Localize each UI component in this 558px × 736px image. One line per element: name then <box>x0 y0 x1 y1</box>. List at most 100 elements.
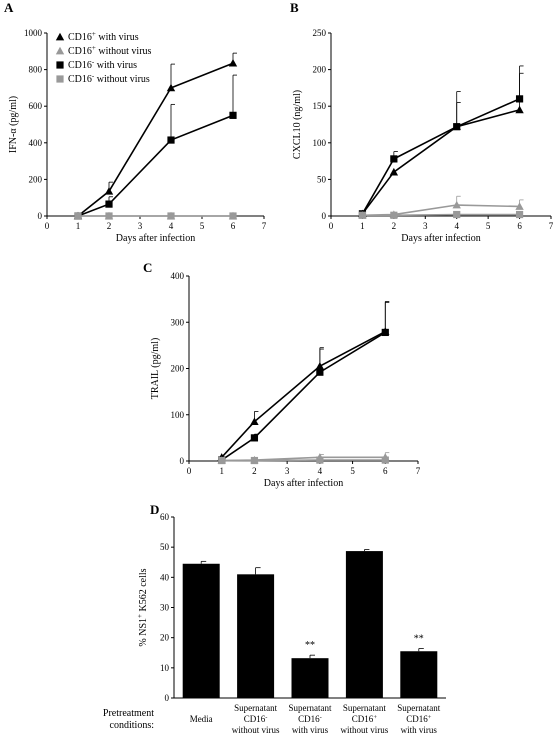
series-line <box>77 114 234 217</box>
data-point <box>105 200 113 208</box>
y-tick-label: 0 <box>38 211 43 221</box>
category-label-sup: + <box>373 714 377 721</box>
legend-entry: CD16- without virus <box>68 72 150 85</box>
series-line <box>361 109 520 215</box>
x-tick-label: 5 <box>486 221 491 231</box>
data-point <box>167 212 175 220</box>
data-point <box>316 456 324 464</box>
category-label-line2: CD16+ <box>352 714 378 724</box>
data-point <box>515 105 524 114</box>
series-line <box>221 330 386 458</box>
y-tick-label: 200 <box>29 174 43 184</box>
y-tick-label: 10 <box>160 663 170 673</box>
significance-annotation: ** <box>305 640 315 651</box>
y-tick-label: 0 <box>322 211 327 221</box>
series-line <box>221 331 386 461</box>
category-label: Media <box>190 714 213 724</box>
legend-entry: CD16- with virus <box>68 58 137 71</box>
x-tick-label: 4 <box>169 221 174 231</box>
legend-marker <box>56 75 64 83</box>
category-label-line3: without virus <box>341 725 389 735</box>
x-tick-label: 6 <box>517 221 522 231</box>
x-tick-label: 0 <box>45 221 50 231</box>
data-point <box>515 210 524 219</box>
y-axis-label: CXCL10 (ng/ml) <box>292 90 303 159</box>
x-tick-label: 4 <box>318 466 323 476</box>
x-tick-label: 7 <box>549 221 554 231</box>
y-tick-label: 30 <box>160 603 170 613</box>
legend-entry-base: CD16 <box>68 74 92 85</box>
y-axis-label: TRAIL (pg/ml) <box>150 338 161 400</box>
legend-marker <box>55 32 65 41</box>
data-point <box>390 155 398 163</box>
y-tick-label: 300 <box>171 317 185 327</box>
data-point <box>381 456 389 464</box>
y-tick-label: 400 <box>171 271 185 281</box>
y-axis-label-pre: % NS1 <box>138 618 149 647</box>
legend-marker <box>56 61 64 69</box>
legend-entry: CD16+ with virus <box>68 30 139 43</box>
data-point <box>74 212 82 220</box>
x-tick-label: 2 <box>252 466 257 476</box>
legend-marker <box>55 46 65 55</box>
y-tick-label: 250 <box>313 28 327 38</box>
bar <box>400 651 438 698</box>
x-tick-label: 1 <box>360 221 365 231</box>
legend-entry: CD16+ without virus <box>68 44 152 57</box>
panel-b-letter: B <box>290 0 299 15</box>
y-tick-label: 150 <box>313 101 327 111</box>
y-axis-label: IFN-α (pg/ml) <box>8 96 19 153</box>
y-axis-label: % NS1+ K562 cells <box>136 568 149 646</box>
data-point <box>218 456 226 465</box>
series-line <box>362 204 520 217</box>
data-point <box>316 368 324 376</box>
x-tick-label: 7 <box>416 466 421 476</box>
data-point <box>390 211 398 219</box>
category-label-line1: Supernatant <box>234 703 277 713</box>
data-point <box>358 211 367 219</box>
y-tick-label: 20 <box>160 633 170 643</box>
x-axis-label: Days after infection <box>401 233 480 244</box>
panel-a: A 0 200 400 600 800 1000 0 1 2 3 4 5 6 7 Days after in… <box>4 0 267 244</box>
data-point <box>229 111 237 119</box>
data-point <box>229 212 237 220</box>
category-label-sup: - <box>265 714 267 721</box>
data-point <box>167 136 175 144</box>
y-tick-label: 100 <box>313 138 327 148</box>
data-point <box>452 200 461 209</box>
legend-entry-sup: + <box>92 44 96 52</box>
x-tick-label: 3 <box>138 221 143 231</box>
y-tick-label: 0 <box>165 693 170 703</box>
y-tick-label: 50 <box>160 542 170 552</box>
x-axis-label: Days after infection <box>116 233 195 244</box>
legend-entry-sup: + <box>92 30 96 38</box>
data-point <box>515 202 524 210</box>
data-point <box>453 210 461 219</box>
category-label-cd16: CD16 <box>406 714 428 724</box>
bar <box>345 551 383 698</box>
y-axis-label-sup: + <box>136 614 144 618</box>
category-label-sup: - <box>320 714 322 721</box>
x-tick-label: 2 <box>107 221 112 231</box>
x-tick-label: 4 <box>454 221 459 231</box>
category-label-line2: CD16- <box>298 714 322 724</box>
x-tick-label: 1 <box>219 466 224 476</box>
y-tick-label: 100 <box>171 410 185 420</box>
category-label-line2: CD16- <box>244 714 268 724</box>
data-point <box>250 434 259 442</box>
series-line <box>362 213 520 217</box>
category-label-line1: Supernatant <box>397 703 440 713</box>
data-point <box>105 212 113 220</box>
panel-c: C 0 100 200 300 400 0 1 2 3 4 5 6 7 Days after infect… <box>143 260 421 489</box>
y-tick-label: 1000 <box>24 28 43 38</box>
panel-a-letter: A <box>4 0 14 15</box>
y-tick-label: 600 <box>29 101 43 111</box>
y-axis-label-post: K562 cells <box>138 568 149 614</box>
category-label-cd16: CD16 <box>244 714 266 724</box>
legend-entry-rest: without virus <box>94 74 150 85</box>
data-point <box>104 187 114 195</box>
legend-entry-rest: with virus <box>94 60 137 71</box>
category-label-line1: Supernatant <box>343 703 386 713</box>
conditions-label-line1: Pretreatment <box>103 708 154 719</box>
